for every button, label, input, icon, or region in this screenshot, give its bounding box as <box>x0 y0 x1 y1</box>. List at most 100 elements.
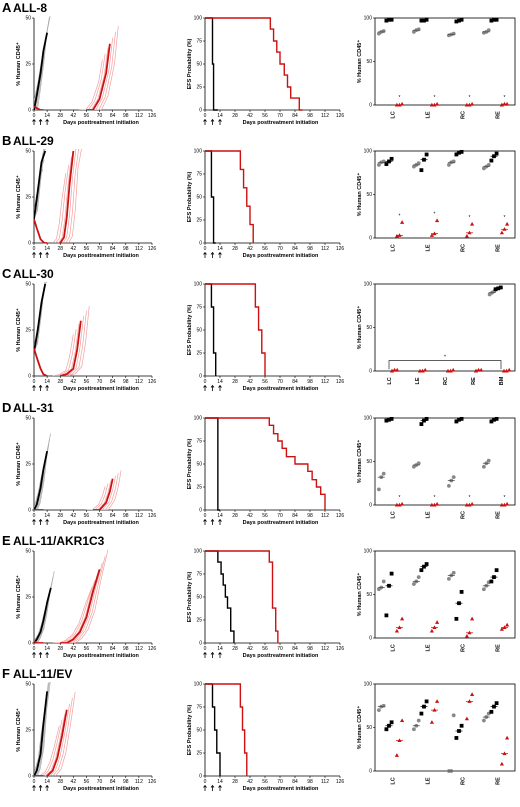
x-tick-label: 112 <box>135 379 143 385</box>
x-axis-label: Days posttreatment initiation <box>63 786 139 792</box>
control-square <box>454 616 459 621</box>
y-tick-label: 50 <box>366 325 372 331</box>
treatment-arrow-head <box>218 251 222 255</box>
y-tick-label: 0 <box>28 241 31 247</box>
y-tick-label: 50 <box>366 192 372 198</box>
x-tick-label: 56 <box>84 379 90 385</box>
y-axis-label: % Human CD45⁺ <box>15 575 22 619</box>
y-tick-label: 50 <box>366 592 372 598</box>
category-label: BM <box>499 376 505 385</box>
x-tick-label: 56 <box>262 246 268 252</box>
treated-individual-line <box>88 483 109 510</box>
x-tick-label: 14 <box>44 513 50 519</box>
treated-triangle <box>470 616 475 621</box>
x-axis-label: Days posttreatment initiation <box>243 120 319 126</box>
treatment-arrow-head <box>203 251 207 255</box>
treated-individual-line <box>39 725 60 776</box>
x-tick-label: 42 <box>71 379 77 385</box>
x-tick-label: 28 <box>232 779 238 785</box>
treated-individual-line <box>94 25 119 110</box>
x-tick-label: 126 <box>148 513 157 519</box>
growth-series <box>34 549 109 643</box>
treated-triangle <box>499 627 504 631</box>
x-tick-label: 28 <box>57 113 63 119</box>
control-individual-line <box>37 433 51 510</box>
category-label: LE <box>426 244 432 251</box>
x-tick-label: 84 <box>110 113 116 119</box>
x-tick-label: 84 <box>110 246 116 252</box>
x-tick-label: 112 <box>321 379 329 385</box>
gray-dot <box>451 31 456 36</box>
significance-asterisk: * <box>469 215 471 221</box>
y-tick-label: 50 <box>196 328 202 334</box>
x-tick-label: 126 <box>148 113 157 119</box>
efs-plot: 0 25 50 75 100 0 14 28 42 56 70 84 98 112 126 Days post… <box>187 416 344 526</box>
treated-triangle <box>499 761 504 766</box>
panel-d: D ALL-31 0 25 50 0 14 28 42 56 70 84 98 112 126 Days po… <box>2 400 516 526</box>
x-tick-label: 56 <box>262 779 268 785</box>
efs-treated-curve <box>205 417 326 510</box>
panel-letter: E <box>2 533 11 548</box>
x-tick-label: 70 <box>97 379 103 385</box>
treated-individual-line <box>81 53 106 110</box>
category-label: RC <box>461 511 467 519</box>
x-tick-label: 98 <box>307 513 313 519</box>
treated-individual-line <box>55 329 77 376</box>
y-tick-label: 25 <box>25 62 31 68</box>
y-axis-label: EFS Probability (%) <box>187 704 193 755</box>
x-tick-label: 112 <box>321 779 329 785</box>
y-axis-label: % Human CD45⁺ <box>15 442 22 486</box>
control-square <box>454 152 459 157</box>
category-label: RC <box>461 244 467 252</box>
x-tick-label: 42 <box>247 646 253 652</box>
panel-letter: A <box>2 0 12 15</box>
treatment-arrow-head <box>38 118 43 122</box>
x-tick-label: 42 <box>71 646 77 652</box>
treated-individual-line <box>55 164 69 243</box>
control-square <box>489 158 494 163</box>
growth-series <box>34 282 90 376</box>
x-tick-label: 126 <box>336 379 345 385</box>
control-square <box>424 416 429 421</box>
y-tick-label: 100 <box>364 416 373 422</box>
treated-individual-line <box>55 580 96 643</box>
x-tick-label: 14 <box>217 379 223 385</box>
treated-individual-line <box>52 697 73 776</box>
significance-asterisk: * <box>504 495 506 501</box>
x-tick-label: 126 <box>336 113 345 119</box>
treated-triangle <box>435 699 440 703</box>
control-square <box>489 709 494 714</box>
y-tick-label: 0 <box>199 108 202 114</box>
significance-asterisk: * <box>444 355 446 361</box>
treated-individual-line <box>84 47 109 110</box>
y-tick-label: 0 <box>369 236 372 242</box>
treated-individual-line <box>78 59 103 110</box>
y-tick-label: 0 <box>369 636 372 642</box>
y-tick-label: 0 <box>28 508 31 514</box>
panel-title: ALL-11/EV <box>13 667 72 681</box>
treated-early-line <box>34 640 44 643</box>
treatment-arrow-head <box>218 518 222 522</box>
growth-series <box>34 682 76 776</box>
x-tick-label: 70 <box>277 246 283 252</box>
x-tick-label: 98 <box>123 513 129 519</box>
treated-triangle <box>505 622 510 627</box>
treated-individual-line <box>52 173 67 243</box>
tissue-plot: 0 50 100 % Human CD45⁺ LC LE RC RE BM * <box>356 282 516 385</box>
tissue-plot: 0 50 100 % Human CD45⁺ LC * LE * RC * RE * <box>356 16 516 119</box>
y-tick-label: 50 <box>366 725 372 731</box>
treatment-arrow-head <box>203 784 207 788</box>
treated-individual-line <box>98 473 119 510</box>
y-tick-label: 25 <box>25 195 31 201</box>
y-tick-label: 50 <box>25 682 31 688</box>
control-square <box>459 723 464 728</box>
control-square <box>424 699 429 704</box>
gray-dot <box>416 461 421 466</box>
control-individual-line <box>35 682 50 776</box>
control-median-line <box>34 587 52 643</box>
x-tick-label: 126 <box>148 379 157 385</box>
x-tick-label: 98 <box>123 779 129 785</box>
x-tick-label: 0 <box>33 379 36 385</box>
x-tick-label: 56 <box>84 113 90 119</box>
x-tick-label: 0 <box>204 646 207 652</box>
